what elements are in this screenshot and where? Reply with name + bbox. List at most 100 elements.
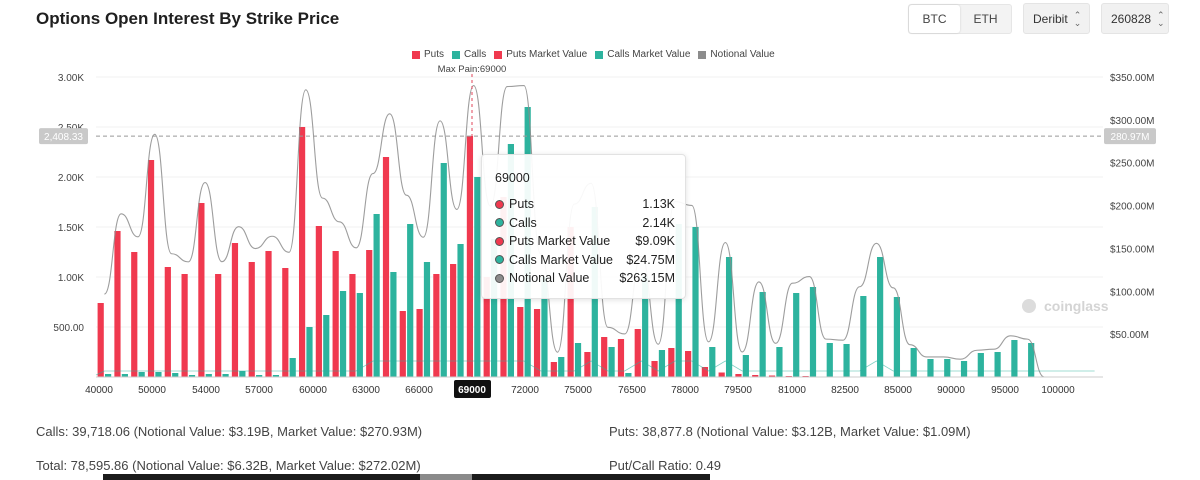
legend-item-calls-market-value[interactable]: Calls Market Value [595,49,690,60]
x-tick-label: 63000 [352,385,380,396]
x-tick-label: 95000 [991,385,1019,396]
puts-bar [147,160,155,377]
calls-bar [977,353,984,377]
puts-bar [198,203,205,377]
legend-item-puts[interactable]: Puts [412,49,444,60]
legend-item-calls[interactable]: Calls [452,49,486,60]
legend-swatch [494,50,503,59]
calls-bar [675,224,682,377]
puts-bar [382,157,390,377]
calls-bar [138,372,145,377]
puts-bar [349,274,356,377]
crosshair-right-value: 280.97M [1111,132,1150,143]
legend-item-puts-market-value[interactable]: Puts Market Value [494,49,587,60]
x-tick-label: 79500 [724,385,752,396]
tooltip-row: Notional Value $263.15M [495,269,675,287]
calls-bar [339,291,347,377]
x-tick-label: 76500 [618,385,646,396]
tooltip-row: Puts Market Value $9.09K [495,232,675,250]
calls-bar [960,361,968,377]
tab-btc[interactable]: BTC [909,5,960,33]
legend-item-notional-value[interactable]: Notional Value [698,49,775,60]
puts-bar [634,329,641,377]
tooltip-row: Puts 1.13K [495,195,675,213]
embedded-media-thumb [420,474,472,480]
y-left-tick-label: 1.50K [58,223,84,234]
coinglass-logo-icon [1022,299,1036,313]
chart-tooltip: 69000 Puts 1.13K Calls 2.14K Puts Market Valu… [481,154,686,299]
tooltip-row-value: 1.13K [642,197,675,211]
max-pain-label: Max Pain:69000 [438,64,507,75]
open-interest-chart[interactable]: 500.001.00K1.50K2.00K2.50K3.00K$50.00M$1… [0,0,1200,410]
puts-bar [701,367,708,377]
puts-bar [399,311,406,377]
circle-icon [495,218,504,227]
crosshair-right-badge [1104,128,1156,145]
x-tick-label: 60000 [299,385,327,396]
puts-summary: Puts: 38,877.8 (Notional Value: $3.12B, … [609,424,971,439]
y-right-tick-label: $300.00M [1110,116,1154,127]
calls-summary: Calls: 39,718.06 (Notional Value: $3.19B… [36,424,423,439]
calls-bar [474,177,481,377]
puts-bar [298,127,306,377]
puts-bar [752,375,759,377]
legend-swatch [412,50,420,59]
calls-bar [407,224,414,377]
calls-bar [390,272,397,377]
chevron-updown-icon: ⌃ ⌄ [1157,9,1165,28]
tooltip-row-value: $24.75M [626,252,675,267]
puts-bar [231,243,239,377]
tooltip-row-value: $9.09K [635,234,675,248]
tab-eth[interactable]: ETH [973,12,998,26]
puts-bar [315,226,322,377]
legend-swatch [452,50,461,59]
puts-bar [164,267,171,377]
expiry-select-value: 260828 [1111,11,1152,26]
calls-bar [1011,340,1018,377]
embedded-media-strip [103,474,710,480]
tooltip-row-label: Notional Value [509,271,590,285]
expiry-select[interactable]: 260828 ⌃ ⌄ [1101,3,1169,34]
puts-bar [366,250,373,377]
y-left-tick-label: 2.00K [58,173,84,184]
calls-bar [658,350,666,377]
calls-bar [877,257,884,377]
calls-bar [843,344,850,377]
calls-bar [155,372,162,377]
x-tick-label: 54000 [192,385,220,396]
puts-bar [332,251,339,377]
tooltip-row-label: Calls Market Value [509,252,613,267]
calls-bar [272,375,280,377]
puts-bar [248,262,255,377]
puts-bar [265,251,272,377]
y-right-tick-label: $250.00M [1110,159,1154,170]
calls-bar [759,292,766,377]
tooltip-row-label: Calls [509,215,537,230]
legend-label: Calls [464,49,487,60]
x-tick-label: 82500 [831,385,859,396]
puts-bar [567,227,574,377]
puts-bar [466,136,474,377]
exchange-select[interactable]: Deribit ⌃ ⌄ [1023,3,1090,34]
tooltip-row-label: Puts Market Value [509,234,611,248]
x-tick-label: 40000 [85,385,113,396]
puts-bar [131,252,138,377]
puts-bar [718,372,725,377]
puts-bar [282,268,289,377]
tooltip-title: 69000 [495,171,530,185]
calls-bar [457,244,464,377]
circle-icon [495,255,504,264]
puts-bar [533,309,541,377]
puts-bar [433,274,440,377]
tooltip-row-label: Puts [509,197,535,211]
calls-bar [541,277,548,377]
legend-label: Puts Market Value [506,49,588,60]
calls-bar [323,315,330,377]
x-tick-label: 100000 [1041,385,1075,396]
y-left-tick-label: 500.00 [53,323,84,334]
calls-bar [172,373,179,377]
calls-bar [356,293,363,377]
calls-bar [944,359,951,377]
total-summary: Total: 78,595.86 (Notional Value: $6.32B… [36,458,421,473]
calls-bar [910,348,917,377]
